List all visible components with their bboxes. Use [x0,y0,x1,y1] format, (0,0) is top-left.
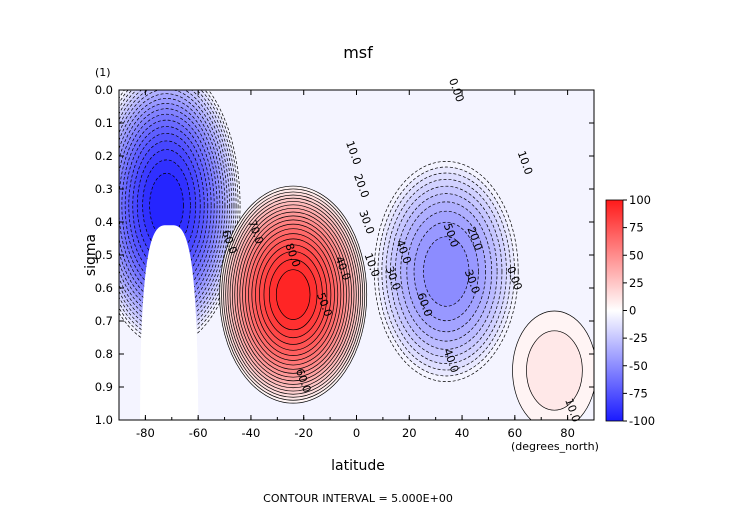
x-tick-label: -80 [136,426,155,440]
y-units-label: (1) [95,66,111,79]
y-tick-label: 1.0 [95,413,113,427]
contour-interval-note: CONTOUR INTERVAL = 5.000E+00 [263,492,453,505]
contour-level [275,269,311,320]
colorbar-gradient [605,199,624,422]
colorbar-tick-label: -100 [629,414,655,428]
contour-level [149,172,184,239]
orography-mask [140,225,199,420]
x-axis: -80 -60 -40 -20 0 20 40 60 80 [118,90,595,440]
colorbar-tick-label: -50 [629,359,648,373]
x-tick-label: -40 [242,426,261,440]
x-tick-label: 0 [353,426,360,440]
northern-ferrel-cell [512,310,594,420]
x-tick-label: 60 [508,426,523,440]
colorbar-tick-label: 50 [629,248,644,262]
southern-hadley-cell [219,185,368,404]
y-tick-label: 0.7 [95,314,113,328]
contour-level [526,330,583,411]
x-tick-label: -20 [294,426,313,440]
orography-dome [140,225,199,420]
colorbar-tick-label: 75 [629,221,644,235]
colorbar-tick-label: -75 [629,386,648,400]
y-tick-label: 0.1 [95,116,113,130]
x-tick-label: -60 [189,426,208,440]
y-tick-label: 0.0 [95,83,113,97]
y-tick-label: 0.8 [95,347,113,361]
colorbar-tick-label: 25 [629,276,644,290]
y-tick-label: 0.4 [95,215,113,229]
x-units-label: (degrees_north) [511,440,599,453]
contour-level [423,236,470,307]
y-tick-label: 0.5 [95,248,113,262]
chart-title: msf [343,43,373,62]
northern-hadley-cell [373,161,519,382]
y-axis: 0.0 0.1 0.2 0.3 0.4 0.5 0.6 0.7 0.8 0.9 1.0 [95,83,594,427]
colorbar: 100 75 50 25 0 -25 -50 -75 -100 [605,193,655,428]
x-tick-label: 80 [560,426,575,440]
x-tick-label: 40 [455,426,470,440]
colorbar-tick-label: -25 [629,331,648,345]
y-tick-label: 0.2 [95,149,113,163]
y-tick-label: 0.6 [95,281,113,295]
x-axis-label: latitude [331,458,385,474]
colorbar-tick-label: 100 [629,193,651,207]
y-tick-label: 0.9 [95,380,113,394]
y-tick-label: 0.3 [95,182,113,196]
y-axis-label: sigma [83,234,99,276]
colorbar-tick-label: 0 [629,304,636,318]
x-tick-label: 20 [402,426,417,440]
